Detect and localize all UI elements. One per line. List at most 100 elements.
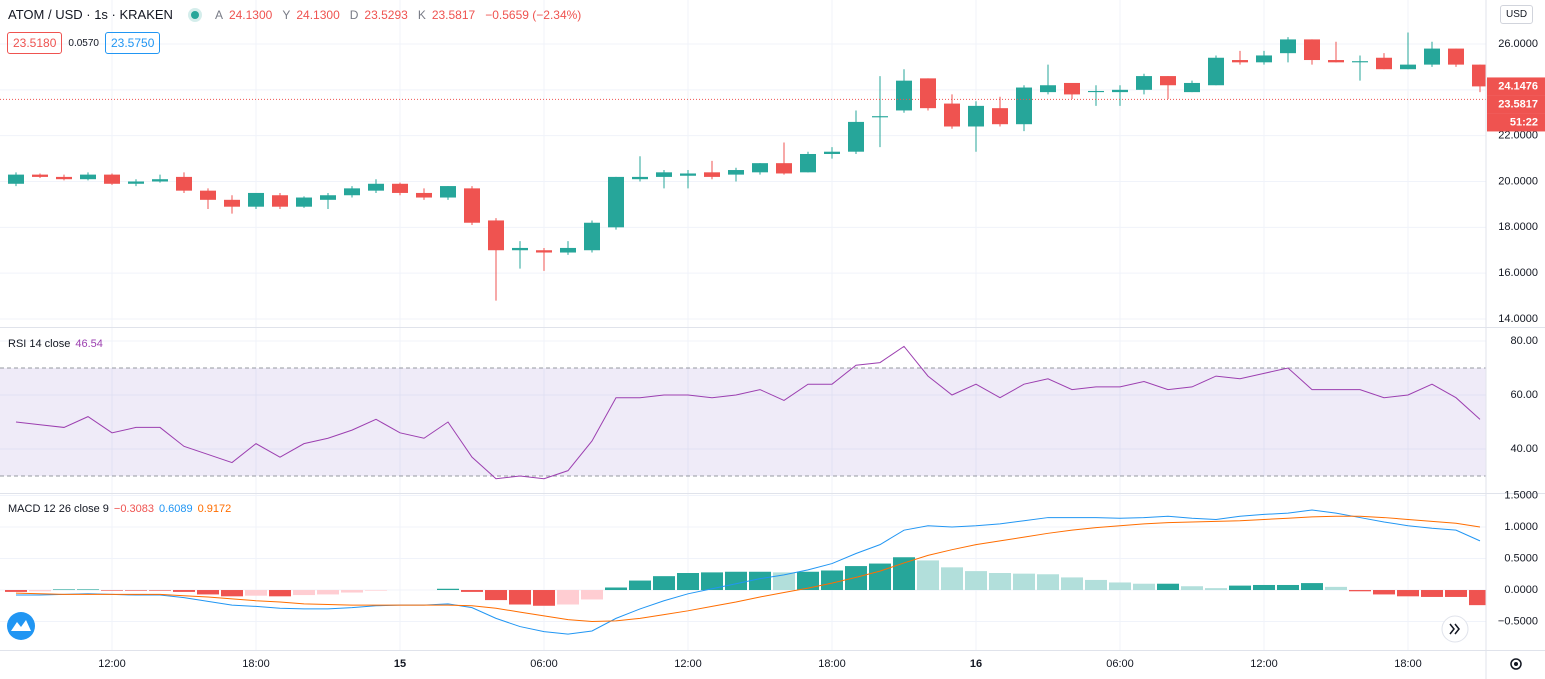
histogram-bar: [293, 590, 315, 596]
histogram-bar: [677, 573, 699, 591]
candle-body: [1328, 60, 1344, 63]
macd-line: [16, 509, 1481, 635]
candle-body: [1256, 55, 1272, 63]
histogram-bar: [605, 587, 627, 591]
candle-body: [8, 174, 24, 184]
histogram-bar: [1373, 590, 1395, 595]
histogram-bar: [725, 571, 747, 591]
candle-body: [152, 179, 168, 182]
candle-body: [272, 195, 288, 207]
candle-body: [80, 174, 96, 180]
candle-body: [176, 176, 192, 191]
histogram-bar: [701, 572, 723, 591]
rsi-line: [15, 345, 1481, 480]
legend-label: RSI 14 close: [8, 338, 71, 350]
candle-body: [1304, 39, 1320, 61]
scroll-button[interactable]: [1441, 615, 1469, 643]
y-tick-label: 18.0000: [1498, 221, 1538, 233]
histogram-bar: [869, 563, 891, 591]
histogram-bar: [941, 567, 963, 591]
marks: [0, 32, 1486, 635]
ohlc-key: D: [349, 7, 359, 22]
candle-body: [296, 197, 312, 207]
price-change: −0.5659 (−2.34%): [485, 7, 582, 22]
histogram-bar: [1109, 582, 1131, 591]
candle-body: [824, 151, 840, 154]
histogram-bar: [461, 590, 483, 592]
ohlc-value: 24.1300: [228, 7, 273, 22]
currency-button[interactable]: USD: [1500, 5, 1534, 24]
histogram-bar: [245, 590, 267, 596]
candle-body: [1448, 48, 1464, 65]
buy-button[interactable]: 23.5750: [104, 32, 161, 54]
candle-body: [344, 188, 360, 196]
settings-button[interactable]: [1510, 658, 1522, 670]
histogram-bar: [1301, 583, 1323, 591]
logo[interactable]: [7, 612, 35, 640]
ohlc-value: 23.5817: [431, 7, 476, 22]
macd-line: [15, 515, 1481, 623]
histogram-bar: [845, 566, 867, 591]
countdown-tag: [1487, 113, 1545, 132]
legend-value: 0.6089: [158, 503, 193, 515]
trade-buttons: 23.5180 0.0570 23.5750: [7, 32, 161, 54]
candle-body: [704, 172, 720, 177]
histogram-bar: [509, 590, 531, 605]
symbol-title: ATOM / USD · 1s · KRAKEN: [8, 7, 173, 22]
y-tick-label: 80.00: [1510, 335, 1538, 347]
histogram-bar: [269, 590, 291, 597]
y-tick-label: 60.00: [1510, 389, 1538, 401]
sell-button[interactable]: 23.5180: [7, 32, 63, 54]
legend-value: 46.54: [75, 338, 103, 350]
y-tick-label: 16.0000: [1498, 267, 1538, 279]
countdown: 51:22: [1510, 116, 1538, 128]
histogram-bar: [797, 571, 819, 591]
histogram-bar: [1325, 586, 1347, 591]
candle-body: [1424, 48, 1440, 65]
histogram-bar: [629, 580, 651, 591]
candle-body: [464, 188, 480, 223]
histogram-bar: [893, 557, 915, 591]
candle-body: [1232, 60, 1248, 63]
candle-body: [32, 174, 48, 177]
histogram-bar: [533, 590, 555, 606]
histogram-bar: [581, 590, 603, 600]
candle-body: [1112, 89, 1128, 93]
y-tick-label: 0.0000: [1504, 584, 1538, 596]
candle-body: [800, 153, 816, 173]
candle-body: [1016, 87, 1032, 125]
candle-body: [968, 105, 984, 127]
y-tick-label: 20.0000: [1498, 175, 1538, 187]
status-dot: [190, 10, 199, 19]
candle-body: [944, 103, 960, 127]
rsi-band: [0, 367, 1486, 477]
candle-body: [680, 173, 696, 176]
candle-body: [1160, 76, 1176, 86]
x-tick-label: 06:00: [530, 658, 558, 670]
candle-body: [488, 220, 504, 251]
legend-value: −0.3083: [113, 503, 154, 515]
candle-body: [536, 250, 552, 253]
candle-body: [104, 174, 120, 184]
price-tag: [1487, 77, 1545, 96]
candle-body: [392, 183, 408, 193]
x-tick-label: 18:00: [818, 658, 846, 670]
x-tick-label: 15: [394, 658, 406, 670]
candle-body: [1208, 57, 1224, 86]
y-tick-label: 40.00: [1510, 443, 1538, 455]
spread: 0.0570: [68, 37, 99, 49]
histogram-bar: [653, 576, 675, 591]
candle-body: [920, 78, 936, 109]
legend-label: MACD 12 26 close 9: [8, 503, 109, 515]
ohlc-key: Y: [282, 7, 291, 22]
candle-body: [1064, 82, 1080, 95]
ohlc-key: K: [417, 7, 426, 22]
candle-body: [1400, 64, 1416, 70]
histogram-bar: [149, 590, 171, 591]
histogram-bar: [101, 590, 123, 591]
histogram-bar: [1061, 577, 1083, 591]
candle-body: [656, 172, 672, 177]
histogram-bar: [1277, 584, 1299, 591]
